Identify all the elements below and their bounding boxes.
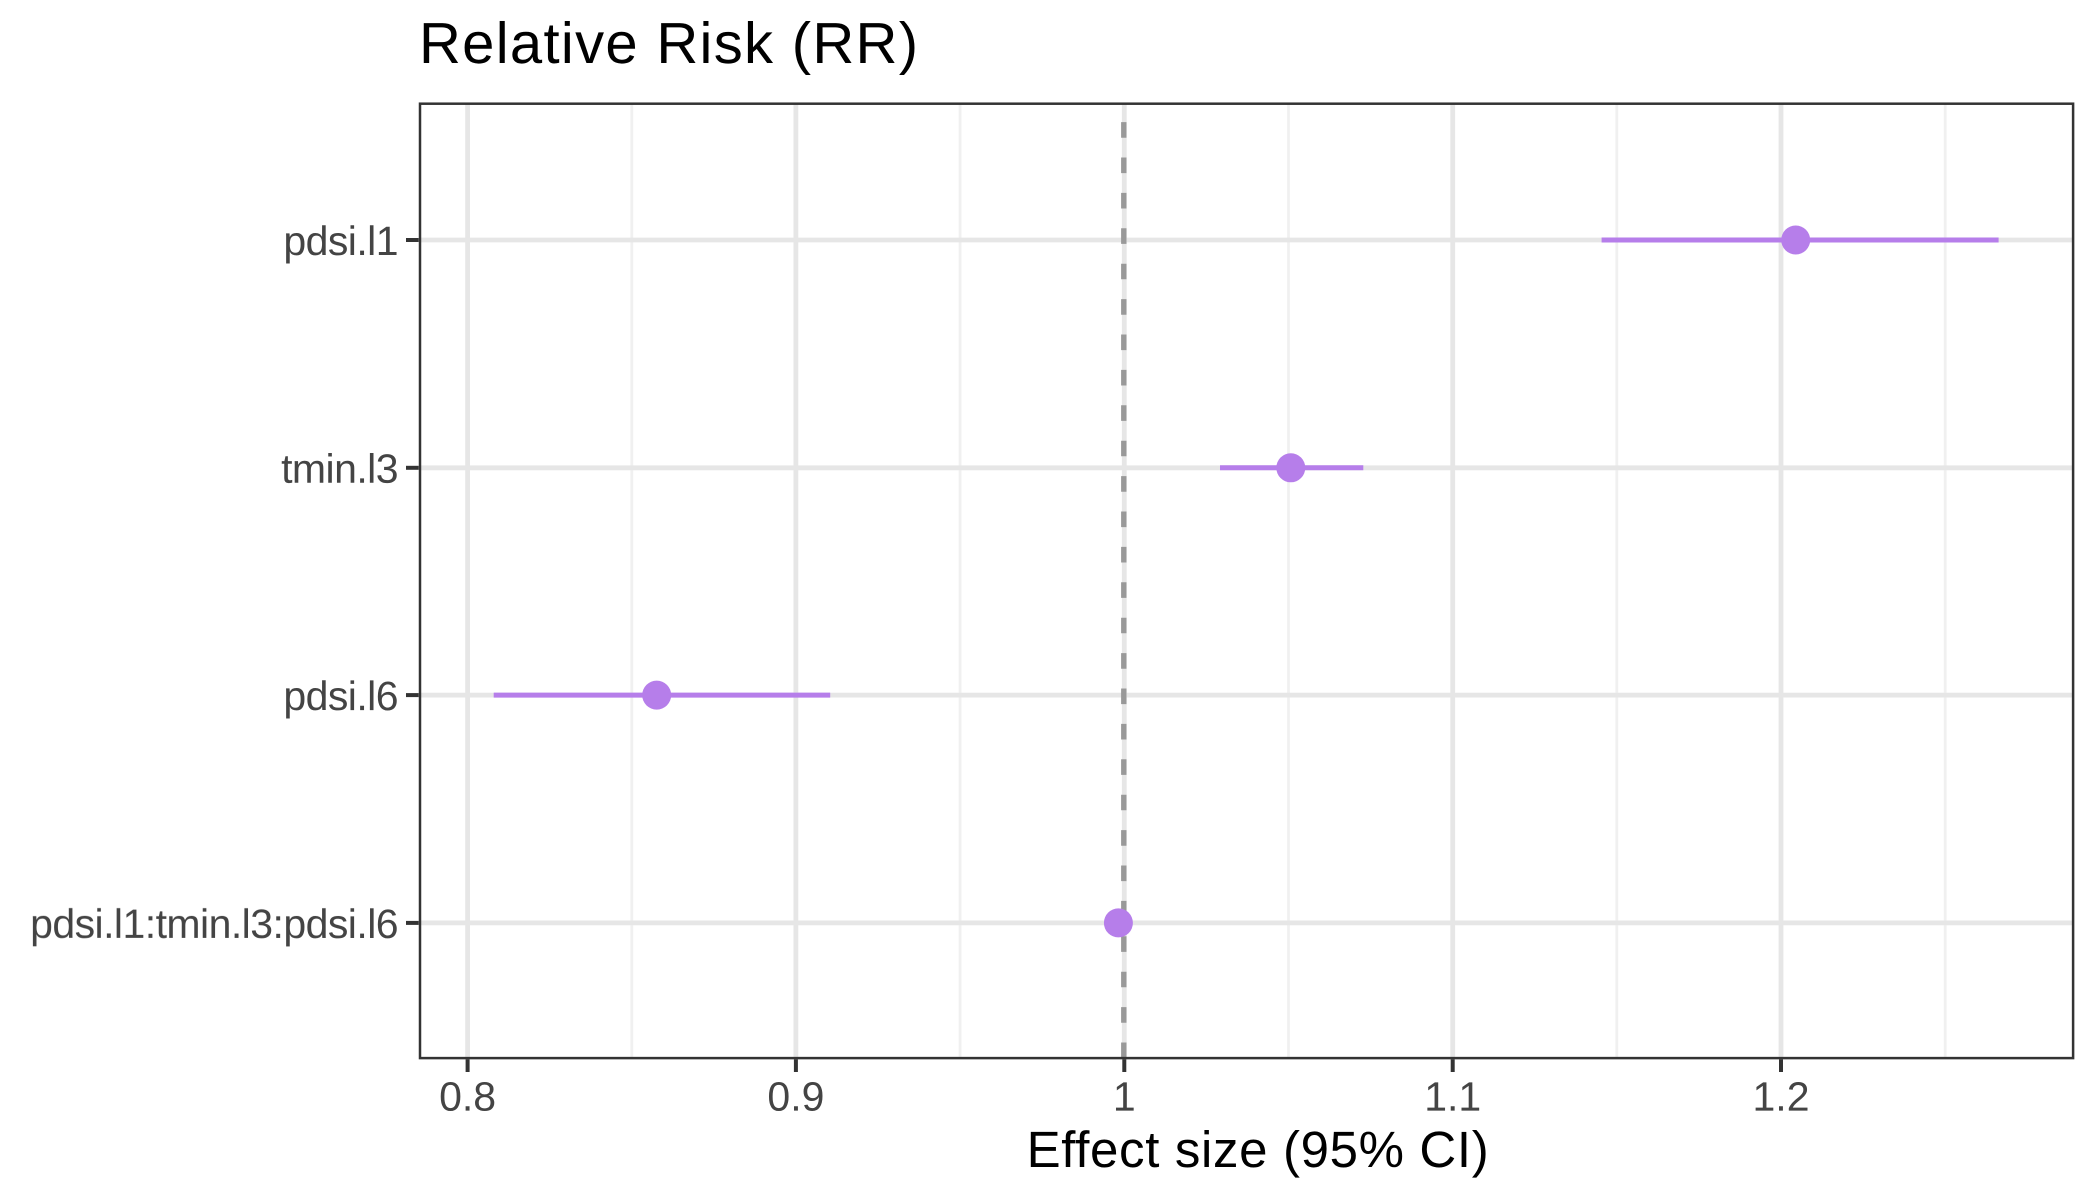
svg-text:tmin.l3: tmin.l3 bbox=[281, 446, 398, 492]
svg-text:1.2: 1.2 bbox=[1752, 1074, 1809, 1120]
svg-text:1: 1 bbox=[1113, 1074, 1136, 1120]
svg-text:0.8: 0.8 bbox=[439, 1074, 496, 1120]
svg-text:pdsi.l1:tmin.l3:pdsi.l6: pdsi.l1:tmin.l3:pdsi.l6 bbox=[30, 901, 398, 947]
svg-text:Effect size (95% CI): Effect size (95% CI) bbox=[1027, 1121, 1490, 1178]
svg-text:0.9: 0.9 bbox=[767, 1074, 824, 1120]
svg-text:Relative Risk (RR): Relative Risk (RR) bbox=[419, 11, 919, 76]
svg-text:pdsi.l1: pdsi.l1 bbox=[283, 218, 398, 264]
svg-text:1.1: 1.1 bbox=[1424, 1074, 1481, 1120]
svg-text:pdsi.l6: pdsi.l6 bbox=[283, 673, 398, 719]
